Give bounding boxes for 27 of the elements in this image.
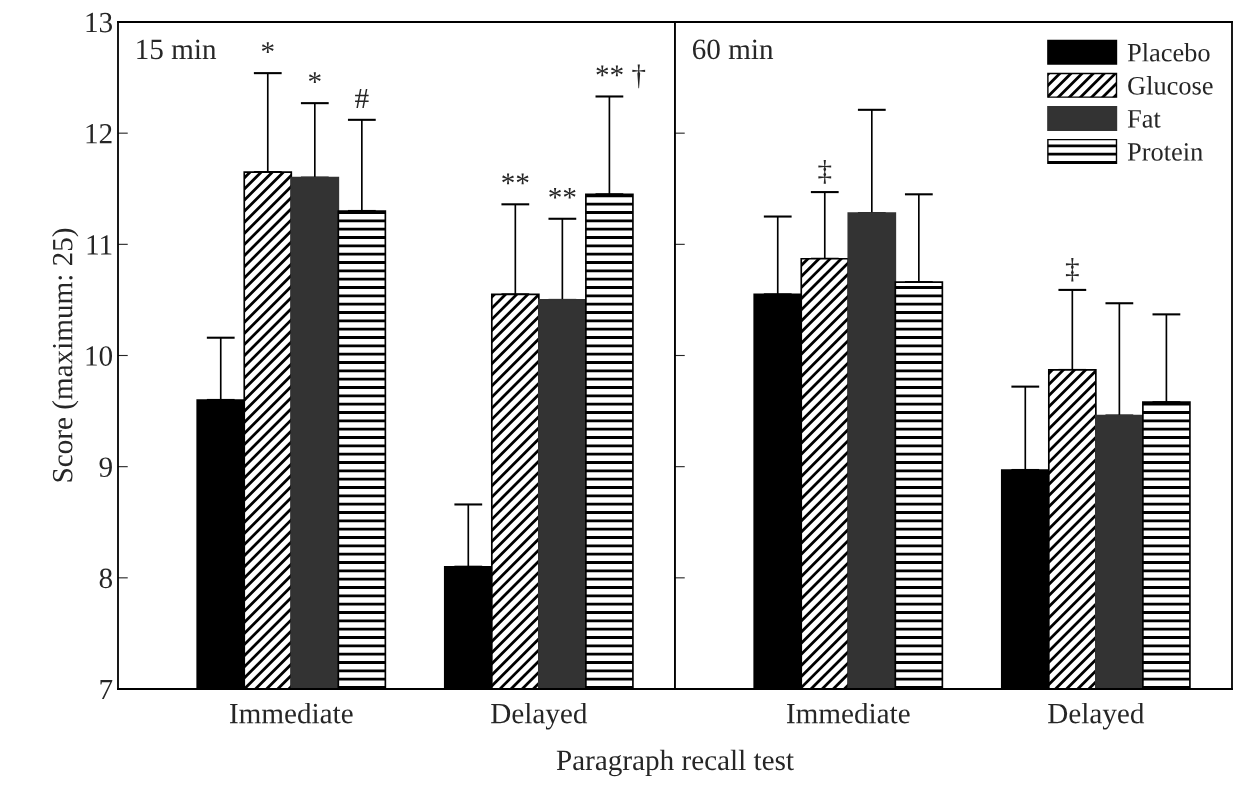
x-tick-label: Immediate	[786, 702, 910, 724]
y-tick-label: 13	[86, 12, 112, 33]
legend-label: Placebo	[1127, 43, 1210, 62]
y-tick-label: 9	[99, 457, 112, 478]
annotation: ‡	[1065, 257, 1079, 282]
y-tick-label: 10	[86, 346, 113, 366]
x-tick-label: Delayed	[1048, 702, 1145, 730]
y-tick-label: 8	[99, 568, 113, 589]
y-axis-title: Score (maximum: 25)	[51, 228, 79, 482]
y-tick-label: 12	[86, 123, 112, 144]
chart-title: 15 min	[137, 39, 217, 60]
annotation: **	[502, 173, 529, 185]
x-tick-label: Delayed	[491, 702, 588, 730]
y-tick-label: 7	[100, 680, 113, 700]
legend-label: Glucose	[1128, 76, 1213, 95]
legend-label: Protein	[1127, 143, 1203, 161]
x-axis-title: Paragraph recall test	[556, 749, 794, 777]
annotation: #	[355, 88, 369, 109]
chart-title: 60 min	[692, 39, 774, 60]
x-tick-label: Immediate	[229, 702, 353, 724]
annotation: ‡	[818, 160, 832, 184]
annotation: *	[261, 42, 274, 53]
annotation: *	[308, 72, 321, 83]
y-tick-label: 11	[87, 235, 112, 255]
annotation: **	[549, 187, 576, 199]
legend-label: Fat	[1127, 110, 1161, 128]
annotation: ** †	[596, 64, 646, 89]
